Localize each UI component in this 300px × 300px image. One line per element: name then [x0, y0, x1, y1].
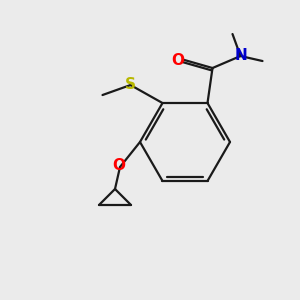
- Text: O: O: [171, 52, 184, 68]
- Text: S: S: [125, 76, 136, 92]
- Text: N: N: [234, 47, 247, 62]
- Text: O: O: [112, 158, 125, 173]
